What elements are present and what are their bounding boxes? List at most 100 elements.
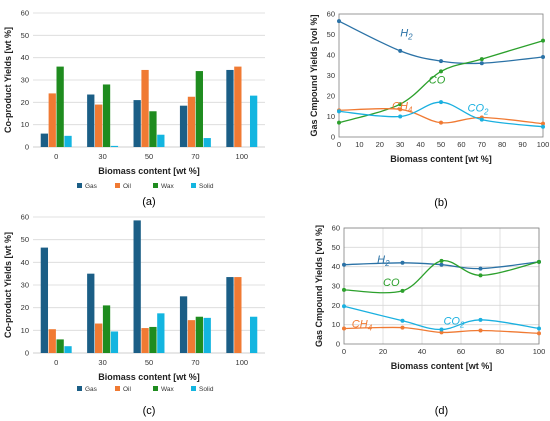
panel-a-ytick-label: 20 [21, 98, 29, 107]
panel-c-bar-oil-100 [234, 277, 242, 353]
panel-d-annotation-ch4: CH4 [352, 319, 373, 333]
panel-d-x-axis-title: Biomass content [wt %] [391, 361, 493, 371]
panel-c-legend-label-wax: Wax [161, 386, 175, 393]
panel-b-annotation-co2: CO2 [468, 102, 490, 116]
panel-c-bar-gas-50 [133, 220, 141, 353]
panel-d-point-h2-70 [478, 266, 483, 271]
panel-a-bar-solid-50 [157, 134, 165, 147]
panel-a-ytick-label: 50 [21, 31, 29, 40]
panel-d-point-co-50 [439, 258, 444, 263]
panel-d-ytick-label: 0 [336, 340, 340, 349]
panel-c-xtick-label: 0 [54, 358, 58, 367]
panel-d-caption: (d) [435, 405, 448, 417]
panel-d-point-co-70 [478, 273, 483, 278]
panel-c-ytick-label: 0 [25, 349, 29, 358]
panel-d-ytick-label: 50 [332, 243, 340, 252]
panel-b-xtick-label: 100 [537, 140, 550, 149]
panel-c-bar-solid-100 [249, 316, 258, 353]
panel-a-bar-solid-70 [203, 138, 211, 147]
panel-b-xtick-label: 60 [457, 140, 465, 149]
panel-b-point-ch4-100 [541, 121, 545, 126]
panel-d-point-co-30 [400, 288, 405, 293]
panel-c-ytick-label: 50 [21, 235, 29, 244]
panel-b-point-ch4-30 [398, 107, 403, 112]
panel-d-xtick-label: 100 [533, 347, 546, 356]
panel-d-point-co-100 [537, 259, 541, 264]
panel-d-plot-frame [343, 227, 540, 345]
panel-d-xtick-label: 0 [342, 347, 346, 356]
panel-b-plot-frame [338, 13, 544, 138]
panel-c-ytick-label: 20 [21, 303, 29, 312]
panel-b-ytick-label: 50 [327, 30, 335, 39]
panel-a-ytick-label: 40 [21, 53, 29, 62]
panel-b-x-axis-title: Biomass content [wt %] [390, 154, 492, 164]
panel-c-bar-solid-50 [157, 313, 165, 353]
panel-b-ytick-label: 20 [327, 92, 335, 101]
panel-d-annotation-co: CO [383, 277, 400, 289]
panel-c-ytick-label: 10 [21, 326, 29, 335]
panel-c-legend: Gas Oil Wax Solid [77, 386, 214, 393]
panel-c-legend-swatch-solid [191, 386, 196, 391]
panel-c-legend-swatch-oil [115, 386, 120, 391]
panel-d-xtick-label: 40 [418, 347, 426, 356]
panel-a-ytick-label: 30 [21, 76, 29, 85]
panel-a-bar-gas-0 [40, 133, 49, 147]
panel-c-ytick-label: 40 [21, 258, 29, 267]
panel-b-xtick-label: 40 [416, 140, 424, 149]
panel-c-xtick-label: 100 [236, 358, 249, 367]
panel-a-xtick-label: 70 [191, 152, 199, 161]
panel-a-bar-oil-30 [95, 104, 103, 147]
panel-a-bar-gas-50 [133, 100, 141, 147]
panel-d-ytick-label: 10 [332, 320, 340, 329]
panel-b-annotation-h2: H2 [400, 28, 413, 42]
panel-a-bar-solid-30 [110, 145, 119, 147]
panel-d-point-co-0 [342, 287, 346, 292]
panel-c-bar-oil-70 [187, 320, 196, 353]
panel-c-bar-gas-100 [226, 277, 234, 353]
panel-c-bar-wax-30 [102, 305, 111, 353]
panel-b-point-h2-100 [541, 55, 545, 60]
panel-a-legend-label-solid: Solid [199, 183, 214, 190]
panel-b-point-co-70 [479, 57, 484, 62]
panel-b-point-co-50 [439, 69, 443, 74]
panel-b-xtick-label: 0 [337, 140, 341, 149]
panel-b-ytick-label: 30 [327, 71, 335, 80]
panel-b-point-co2-70 [479, 117, 484, 122]
panel-d-point-h2-50 [439, 262, 444, 267]
panel-c-bar-gas-70 [179, 296, 188, 353]
panel-d-annotation-h2: H2 [377, 254, 390, 268]
panel-a-bar-wax-0 [56, 66, 64, 147]
panel-b-xtick-label: 10 [355, 140, 363, 149]
panel-c-bar-wax-70 [195, 316, 203, 353]
panel-b: 0 10 20 30 40 50 60 Gas Cmpound Yields [vol %] 0… [309, 10, 549, 210]
panel-c-legend-label-gas: Gas [85, 386, 98, 393]
panel-b-caption: (b) [434, 197, 447, 209]
panel-d-point-h2-0 [342, 262, 346, 267]
panel-a-bar-solid-100 [249, 95, 258, 147]
panel-b-ytick-label: 40 [327, 51, 335, 60]
panel-a-ytick-label: 60 [21, 9, 29, 18]
panel-a-legend-swatch-oil [115, 183, 120, 188]
panel-c-ytick-label: 60 [21, 213, 29, 222]
panel-a-bar-gas-70 [179, 105, 188, 147]
panel-c-bar-oil-30 [95, 323, 103, 353]
panel-c-legend-label-oil: Oil [123, 386, 132, 393]
panel-b-point-co-0 [337, 120, 341, 125]
panel-d-point-co2-30 [400, 318, 405, 323]
panel-d: 0 10 20 30 40 50 60 Gas Cmpound Yields [vol %] 0… [314, 224, 545, 418]
panel-c-xtick-label: 30 [98, 358, 106, 367]
panel-c-y-axis-title: Co-product Yields [wt %] [3, 232, 13, 338]
panel-a-caption: (a) [142, 196, 155, 208]
panel-d-xtick-label: 80 [496, 347, 504, 356]
panel-c-bar-solid-70 [203, 317, 211, 353]
panel-a-xtick-label: 30 [98, 152, 106, 161]
panel-b-y-axis-title: Gas Cmpound Yields [vol %] [309, 14, 319, 136]
panel-c: 0 10 20 30 40 50 60 Co-product Yields [wt %] 0 30… [3, 213, 265, 417]
panel-b-point-co2-0 [337, 109, 341, 114]
panel-d-ytick-label: 30 [332, 282, 340, 291]
panel-a-xtick-label: 100 [236, 152, 249, 161]
panel-b-point-co-100 [541, 38, 545, 43]
panel-a-y-axis-title: Co-product Yields [wt %] [3, 27, 13, 133]
panel-a-bar-oil-50 [141, 69, 149, 147]
